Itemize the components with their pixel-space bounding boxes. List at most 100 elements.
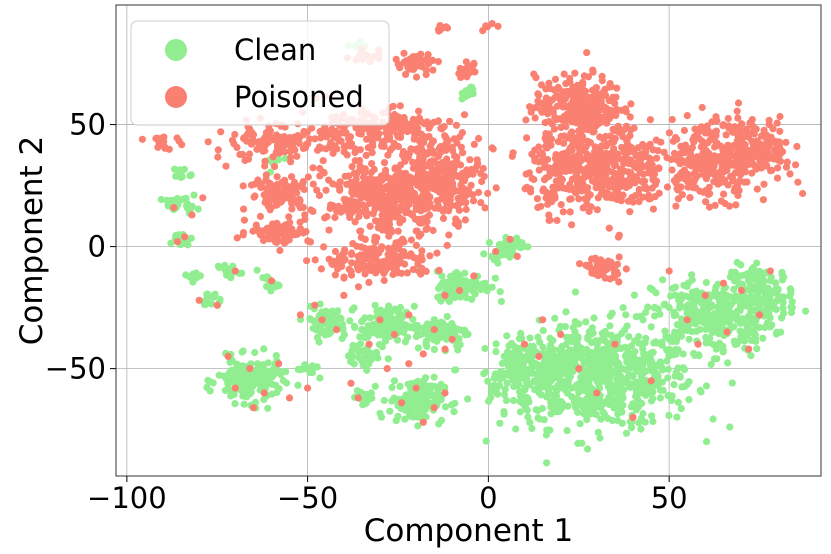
poisoned-point	[668, 115, 676, 124]
poisoned-point	[723, 164, 731, 172]
poisoned-point	[494, 22, 502, 30]
poisoned-point	[551, 169, 559, 178]
poisoned-point	[647, 194, 655, 203]
clean-point	[402, 324, 410, 332]
poisoned-point	[686, 194, 694, 202]
poisoned-point	[610, 145, 618, 153]
poisoned-point	[370, 165, 378, 173]
clean-point	[647, 323, 655, 331]
poisoned-point	[548, 96, 556, 104]
clean-point	[597, 415, 605, 423]
clean-point	[517, 329, 525, 337]
poisoned-point	[286, 147, 294, 156]
poisoned-point	[450, 135, 458, 143]
clean-point	[325, 330, 333, 338]
poisoned-point	[350, 183, 358, 191]
poisoned-point	[615, 278, 623, 286]
poisoned-point	[571, 154, 580, 162]
poisoned-point	[573, 81, 582, 89]
clean-point	[244, 380, 252, 388]
poisoned-point	[327, 201, 335, 209]
clean-point	[478, 283, 487, 291]
clean-point	[344, 352, 353, 360]
clean-point	[430, 345, 438, 353]
clean-point	[526, 418, 534, 426]
clean-point	[595, 363, 603, 371]
poisoned-point	[340, 274, 348, 282]
poisoned-point	[675, 175, 683, 183]
poisoned-point	[649, 146, 657, 154]
poisoned-point	[580, 101, 589, 110]
poisoned-point	[711, 201, 719, 209]
poisoned-point	[414, 58, 422, 66]
poisoned-point	[402, 70, 410, 78]
poisoned-point	[758, 132, 767, 140]
clean-point	[616, 372, 625, 380]
poisoned-point	[462, 205, 470, 214]
clean-point	[731, 268, 739, 276]
clean-point	[363, 324, 372, 332]
clean-point	[745, 315, 754, 323]
poisoned-point	[418, 247, 426, 255]
poisoned-point	[719, 122, 727, 130]
clean-point	[565, 369, 573, 377]
clean-point	[642, 334, 650, 342]
clean-point	[564, 359, 572, 367]
clean-point	[446, 323, 454, 331]
poisoned-point	[601, 162, 609, 170]
clean-point	[629, 357, 638, 365]
poisoned-point	[602, 149, 610, 157]
poisoned-point	[366, 222, 374, 230]
clean-point	[545, 349, 553, 357]
clean-point	[774, 286, 782, 294]
poisoned-point	[331, 213, 339, 222]
poisoned-point	[734, 181, 742, 189]
clean-point	[679, 350, 687, 358]
poisoned-point	[685, 174, 693, 182]
clean-point	[532, 406, 540, 414]
clean-point	[517, 355, 526, 363]
poisoned-point	[653, 154, 661, 162]
poisoned-point	[594, 92, 602, 100]
poisoned-point	[458, 129, 466, 137]
clean-point	[569, 363, 577, 371]
poisoned-point	[535, 352, 543, 360]
poisoned-point	[534, 90, 542, 98]
poisoned-point	[268, 220, 277, 228]
poisoned-point	[378, 138, 386, 146]
poisoned-point	[566, 166, 574, 175]
poisoned-point	[436, 26, 445, 34]
poisoned-point	[434, 58, 442, 66]
poisoned-point	[231, 267, 239, 275]
clean-point	[526, 334, 534, 342]
clean-point	[387, 309, 395, 317]
clean-point	[331, 317, 339, 325]
poisoned-point	[539, 185, 548, 193]
clean-point	[651, 372, 659, 380]
poisoned-point	[765, 139, 773, 147]
poisoned-point	[460, 193, 468, 202]
clean-point	[723, 299, 731, 307]
clean-point	[580, 410, 588, 418]
poisoned-point	[276, 246, 284, 255]
poisoned-point	[417, 175, 425, 183]
clean-point	[641, 418, 649, 426]
poisoned-point	[293, 152, 301, 160]
clean-point	[553, 385, 561, 393]
poisoned-point	[481, 204, 489, 212]
poisoned-point	[794, 178, 802, 186]
poisoned-point	[390, 250, 398, 258]
poisoned-point	[454, 222, 462, 230]
clean-point	[528, 353, 536, 361]
poisoned-point	[722, 154, 730, 162]
clean-point	[393, 336, 402, 344]
clean-point	[533, 376, 541, 384]
clean-point	[392, 417, 400, 425]
poisoned-point	[607, 182, 615, 190]
clean-point	[640, 349, 648, 357]
clean-point	[515, 380, 523, 388]
poisoned-point	[430, 157, 438, 165]
clean-point	[580, 385, 588, 393]
clean-point	[356, 333, 364, 341]
clean-point	[410, 399, 418, 407]
